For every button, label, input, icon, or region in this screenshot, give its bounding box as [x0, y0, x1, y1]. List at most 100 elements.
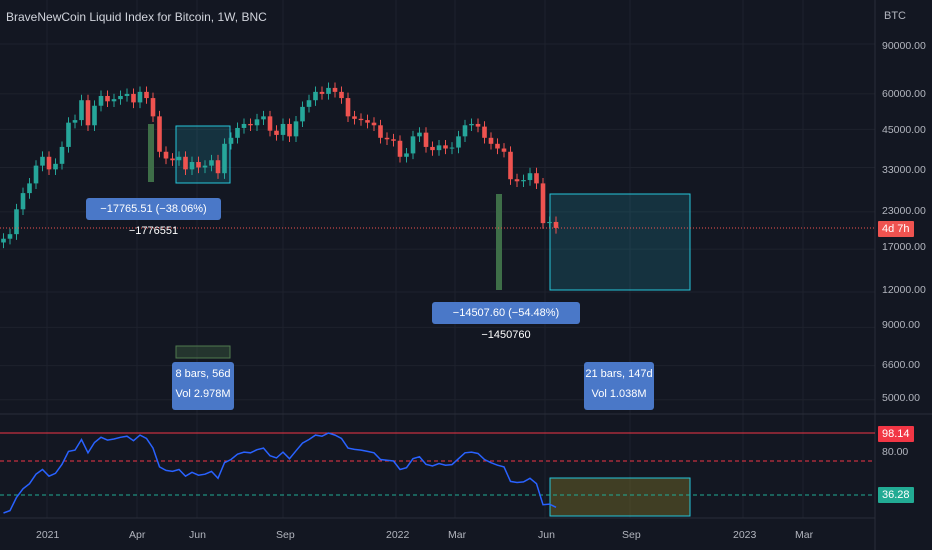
candle-body	[534, 173, 539, 184]
time-label: Jun	[538, 529, 555, 541]
candle-body	[462, 125, 468, 137]
candle-body	[397, 140, 403, 157]
candle-body	[92, 105, 97, 126]
candle-body	[72, 120, 78, 123]
price-label: 45000.00	[882, 124, 926, 136]
candle-body	[547, 221, 552, 224]
candle-body	[40, 156, 45, 166]
candle-body	[293, 121, 299, 137]
candle-body	[514, 179, 520, 182]
candle-body	[501, 148, 507, 152]
candle-body	[53, 163, 58, 170]
indicator-lower-tag: 36.28	[878, 487, 914, 503]
candle-body	[98, 95, 104, 106]
time-label: 2022	[386, 529, 410, 541]
measure-range-label-2: 21 bars, 147d Vol 1.038M	[584, 362, 654, 410]
candle-body	[163, 151, 169, 159]
time-label: Mar	[795, 529, 814, 541]
measure-date-range-1	[175, 345, 231, 359]
candle-body	[508, 151, 513, 180]
candle-body	[79, 100, 84, 121]
candle-body	[443, 145, 448, 149]
candle-body	[85, 100, 91, 126]
candle-body	[469, 123, 474, 126]
candle-body	[313, 91, 318, 101]
candle-body	[488, 137, 494, 144]
candle-body	[144, 91, 149, 99]
candle-body	[254, 119, 260, 126]
chart-title: BraveNewCoin Liquid Index for Bitcoin, 1…	[6, 10, 267, 24]
measure-range-box-2	[549, 193, 691, 291]
measure-bars-text: 8 bars, 56d	[175, 368, 231, 380]
candle-body	[27, 183, 32, 194]
measure-range-box-1	[175, 125, 231, 184]
price-label: 33000.00	[882, 164, 926, 176]
candle-body	[228, 137, 234, 144]
price-label: 6600.00	[882, 359, 920, 371]
candle-body	[202, 165, 208, 168]
candle-body	[345, 98, 351, 117]
candle-body	[430, 146, 435, 151]
price-label: 23000.00	[882, 205, 926, 217]
candle-body	[274, 130, 279, 135]
candle-body	[423, 132, 429, 147]
candle-body	[150, 98, 156, 117]
candle-body	[553, 221, 559, 228]
candle-body	[111, 99, 117, 102]
candle-body	[475, 123, 481, 127]
candle-body	[339, 91, 344, 99]
time-label: Apr	[129, 529, 146, 541]
candle-body	[46, 156, 52, 170]
candle-body	[365, 120, 370, 123]
time-label: 2021	[36, 529, 60, 541]
candle-body	[59, 146, 65, 164]
candle-body	[131, 93, 136, 103]
candle-body	[449, 147, 455, 149]
candle-body	[358, 118, 364, 121]
indicator-upper-tag: 98.14	[878, 426, 914, 442]
time-label: Sep	[276, 529, 295, 541]
candle-body	[14, 209, 19, 235]
measure-drop-bar-1	[148, 124, 154, 182]
price-unit: BTC	[884, 10, 906, 22]
candle-body	[300, 106, 305, 122]
candle-series	[1, 82, 559, 249]
price-label: 60000.00	[882, 88, 926, 100]
candle-body	[267, 116, 273, 131]
candle-body	[196, 162, 201, 168]
candle-body	[352, 116, 357, 119]
time-label: Sep	[622, 529, 641, 541]
candle-body	[332, 87, 338, 92]
candle-body	[495, 143, 500, 149]
candle-body	[527, 173, 533, 181]
indicator-pane	[0, 432, 875, 517]
price-label: 5000.00	[882, 392, 920, 404]
candle-body	[7, 234, 13, 239]
candle-body	[436, 145, 442, 151]
indicator-line	[3, 432, 557, 514]
candle-body	[235, 127, 240, 138]
candle-body	[404, 153, 409, 157]
candle-body	[241, 123, 247, 128]
candle-body	[384, 137, 390, 140]
candle-body	[248, 123, 253, 126]
candle-body	[371, 122, 377, 126]
candle-body	[319, 91, 325, 94]
measure-change-label-2: −14507.60 (−54.48%) −1450760	[432, 302, 580, 341]
price-label: 9000.00	[882, 319, 920, 331]
measure-drop-bar-2	[496, 194, 502, 290]
grid	[0, 0, 875, 518]
candle-body	[326, 87, 331, 94]
candle-body	[105, 95, 110, 102]
candle-body	[482, 126, 487, 138]
time-label: Mar	[448, 529, 467, 541]
time-label: Jun	[189, 529, 206, 541]
measure-range-label-1: 8 bars, 56d Vol 2.978M	[172, 362, 234, 410]
countdown-tag: 4d 7h	[878, 221, 914, 237]
measure-bars-text: 21 bars, 147d	[585, 368, 653, 380]
indicator-highlight-box	[549, 477, 691, 517]
candle-body	[124, 93, 130, 96]
measure-volume-text: Vol 2.978M	[175, 388, 231, 400]
